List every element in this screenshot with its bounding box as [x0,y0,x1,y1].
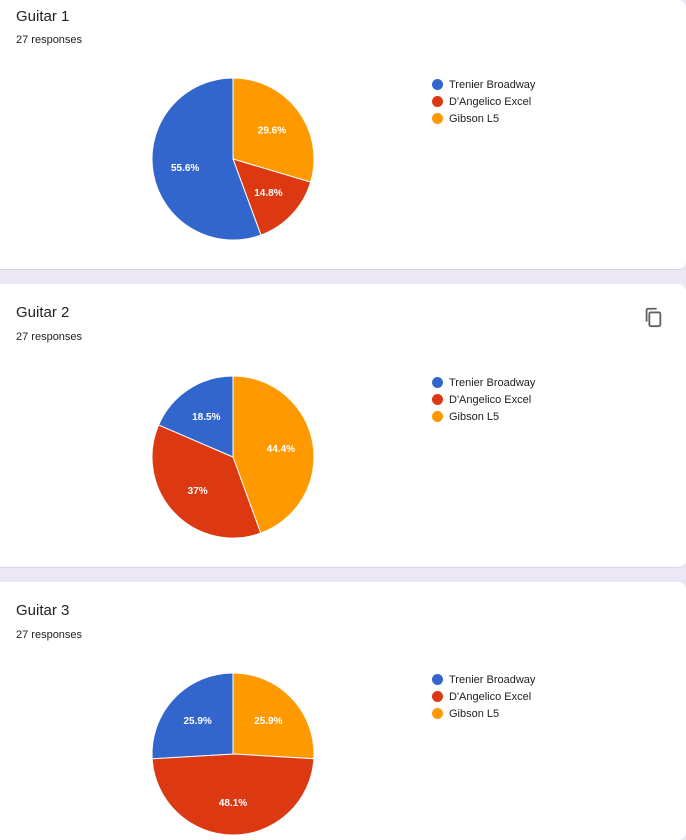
legend-label: Gibson L5 [449,410,500,423]
legend-item-trenier-broadway[interactable]: Trenier Broadway [432,374,535,391]
legend-swatch [432,708,443,719]
legend-item-trenier-broadway[interactable]: Trenier Broadway [432,671,535,688]
pie-slice-gibson-l5[interactable] [232,77,315,183]
legend-label: D'Angelico Excel [449,393,532,406]
chart-legend: Trenier Broadway D'Angelico Excel Gibson L… [432,671,535,722]
slice-label-trenier-broadway: 55.6% [171,163,199,174]
pie-chart-guitar-1: 29.6% 14.8% 55.6% [151,77,315,241]
pie-slice-trenier-broadway[interactable] [157,375,234,458]
legend-swatch [432,394,443,405]
question-title: Guitar 2 [16,304,70,321]
slice-label-gibson-l5: 44.4% [267,444,295,455]
question-card-guitar-3: Guitar 3 27 responses 25.9% 48.1% 25.9% Tr… [0,582,686,840]
legend-item-d-angelico-excel[interactable]: D'Angelico Excel [432,688,535,705]
slice-label-d-angelico-excel: 14.8% [254,188,282,199]
question-title: Guitar 1 [16,8,70,25]
legend-swatch [432,96,443,107]
pie-slice-d-angelico-excel[interactable] [151,753,315,836]
slice-label-gibson-l5: 25.9% [254,716,282,727]
copy-icon[interactable] [642,306,664,328]
slice-label-gibson-l5: 29.6% [258,125,286,136]
legend-item-d-angelico-excel[interactable]: D'Angelico Excel [432,93,535,110]
legend-label: Trenier Broadway [449,376,536,389]
legend-label: D'Angelico Excel [449,95,532,108]
pie-slice-d-angelico-excel[interactable] [232,158,312,236]
pie-chart-guitar-3: 25.9% 48.1% 25.9% [151,672,315,836]
legend-label: Trenier Broadway [449,673,536,686]
question-card-guitar-1: Guitar 1 27 responses 29.6% 14.8% 55.6% Tr… [0,0,686,270]
slice-label-d-angelico-excel: 37% [188,486,208,497]
pie-slice-trenier-broadway[interactable] [151,77,262,241]
legend-item-gibson-l5[interactable]: Gibson L5 [432,705,535,722]
slice-label-d-angelico-excel: 48.1% [219,798,247,809]
legend-swatch [432,113,443,124]
response-count: 27 responses [16,34,83,46]
pie-slice-trenier-broadway[interactable] [151,672,234,760]
question-title: Guitar 3 [16,602,70,619]
chart-legend: Trenier Broadway D'Angelico Excel Gibson L… [432,374,535,425]
question-card-guitar-2: Guitar 2 27 responses 44.4% 37% 18.5% Tren… [0,284,686,568]
legend-item-trenier-broadway[interactable]: Trenier Broadway [432,76,535,93]
legend-swatch [432,79,443,90]
legend-label: Gibson L5 [449,707,500,720]
response-count: 27 responses [16,331,83,343]
legend-item-gibson-l5[interactable]: Gibson L5 [432,408,535,425]
pie-slice-gibson-l5[interactable] [232,672,315,760]
legend-swatch [432,377,443,388]
legend-swatch [432,411,443,422]
legend-item-gibson-l5[interactable]: Gibson L5 [432,110,535,127]
slice-label-trenier-broadway: 25.9% [183,716,211,727]
pie-slice-gibson-l5[interactable] [232,375,315,534]
legend-swatch [432,691,443,702]
slice-label-trenier-broadway: 18.5% [192,412,220,423]
legend-swatch [432,674,443,685]
pie-chart-guitar-2: 44.4% 37% 18.5% [151,375,315,539]
legend-label: Gibson L5 [449,112,500,125]
legend-label: D'Angelico Excel [449,690,532,703]
pie-slice-d-angelico-excel[interactable] [151,424,262,539]
legend-label: Trenier Broadway [449,78,536,91]
legend-item-d-angelico-excel[interactable]: D'Angelico Excel [432,391,535,408]
response-count: 27 responses [16,629,83,641]
chart-legend: Trenier Broadway D'Angelico Excel Gibson L… [432,76,535,127]
